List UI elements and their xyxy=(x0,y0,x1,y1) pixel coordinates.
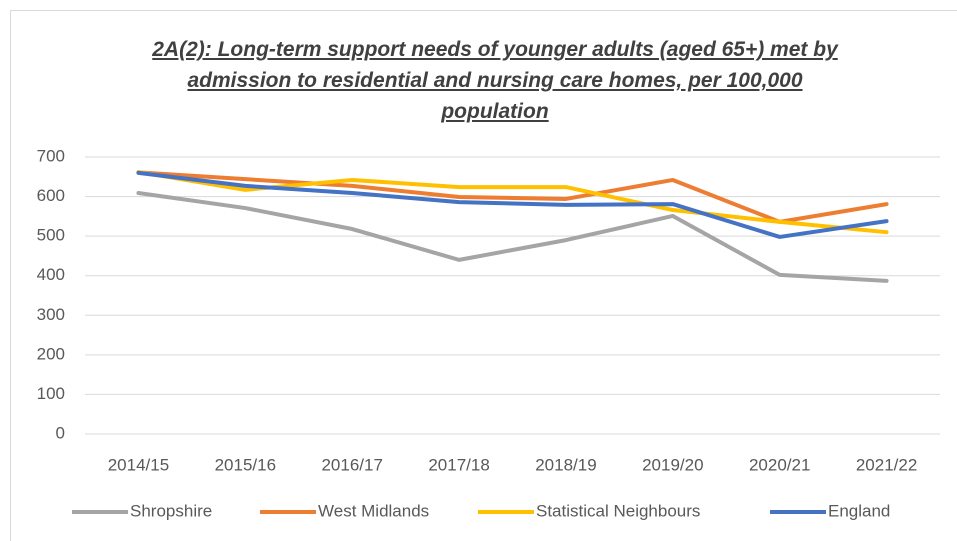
legend-label: Shropshire xyxy=(130,501,212,520)
y-tick-label: 700 xyxy=(37,146,65,165)
x-tick-label: 2017/18 xyxy=(428,455,489,474)
y-tick-label: 0 xyxy=(56,423,65,442)
legend-label: Statistical Neighbours xyxy=(536,501,700,520)
y-tick-label: 400 xyxy=(37,265,65,284)
x-tick-label: 2014/15 xyxy=(108,455,169,474)
series-line xyxy=(136,191,889,283)
x-tick-label: 2019/20 xyxy=(642,455,703,474)
legend-label: England xyxy=(828,501,890,520)
x-tick-label: 2018/19 xyxy=(535,455,596,474)
series-line xyxy=(136,170,889,239)
x-tick-label: 2016/17 xyxy=(321,455,382,474)
y-tick-label: 300 xyxy=(37,305,65,324)
legend-label: West Midlands xyxy=(318,501,429,520)
y-tick-label: 100 xyxy=(37,384,65,403)
chart-border xyxy=(10,10,957,541)
y-tick-label: 600 xyxy=(37,186,65,205)
x-tick-label: 2021/22 xyxy=(856,455,917,474)
series-line xyxy=(136,170,889,224)
y-tick-label: 200 xyxy=(37,344,65,363)
x-tick-label: 2020/21 xyxy=(749,455,810,474)
chart-title: 2A(2): Long-term support needs of younge… xyxy=(152,38,838,123)
x-tick-label: 2015/16 xyxy=(215,455,276,474)
y-tick-label: 500 xyxy=(37,226,65,245)
